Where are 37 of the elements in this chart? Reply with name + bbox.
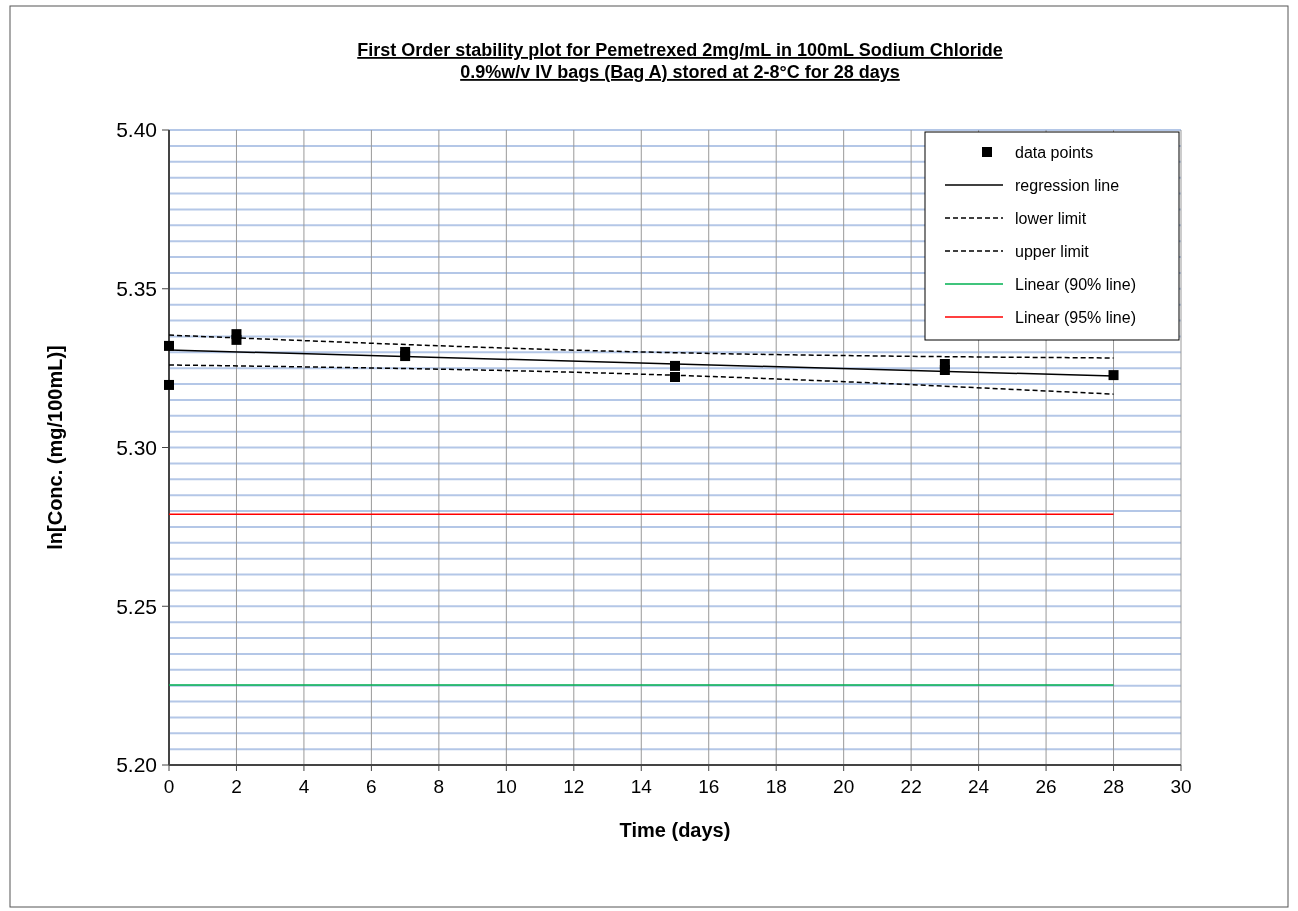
- legend-label: regression line: [1015, 176, 1120, 194]
- x-tick-label: 0: [163, 776, 175, 797]
- legend-label: upper limit: [1015, 242, 1090, 260]
- point: [670, 372, 680, 383]
- x-tick-label: 16: [698, 776, 720, 797]
- x-tick-label: 2: [231, 776, 242, 797]
- x-axis-title: Time (days): [619, 819, 731, 841]
- y-tick-label: 5.40: [116, 118, 157, 142]
- x-tick-label: 18: [765, 776, 787, 797]
- x-tick-label: 8: [433, 776, 445, 797]
- x-tick-label: 28: [1102, 776, 1125, 797]
- x-tick-label: 26: [1035, 776, 1057, 797]
- x-tick-label: 14: [630, 776, 653, 797]
- point: [164, 340, 174, 351]
- y-tick-label: 5.20: [116, 753, 157, 777]
- y-tick-label: 5.30: [116, 435, 157, 459]
- x-tick-label: 12: [563, 776, 585, 797]
- y-tick-label: 5.35: [116, 277, 157, 301]
- legend-label: Linear (95% line): [1015, 308, 1136, 326]
- x-tick-label: 6: [366, 776, 377, 797]
- legend-label: data points: [1015, 143, 1094, 161]
- point: [400, 351, 411, 362]
- x-tick-label: 30: [1170, 776, 1192, 797]
- point: [164, 379, 174, 390]
- point: [231, 334, 242, 345]
- x-tick-label: 10: [495, 776, 517, 797]
- x-tick-label: 24: [968, 776, 990, 797]
- x-tick-label: 22: [900, 776, 922, 797]
- legend-label: lower limit: [1015, 209, 1087, 227]
- point: [1108, 370, 1119, 381]
- y-axis-title: ln[Conc. (mg/100mL)]: [44, 345, 66, 550]
- x-tick-label: 4: [298, 776, 310, 797]
- y-tick-label: 5.25: [116, 594, 157, 618]
- legend-label: Linear (90% line): [1015, 275, 1136, 293]
- point: [939, 365, 950, 376]
- x-tick-label: 20: [833, 776, 855, 797]
- chart-title: First Order stability plot for Pemetrexed 2mg/mL in 100mL Sodium Chloride 0.9%w/v IV bags (Bag A) stored at 2-8°C for 28 days: [357, 40, 1003, 82]
